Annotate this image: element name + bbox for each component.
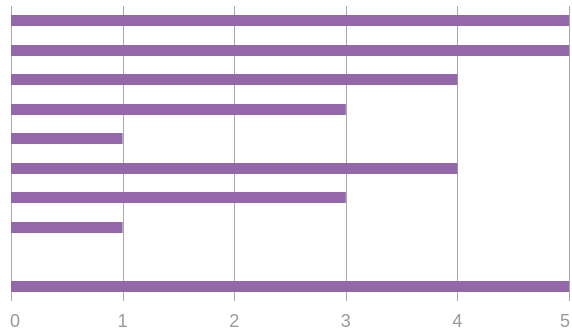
bar-6: [11, 163, 458, 174]
bar-10: [11, 281, 569, 292]
bar-8: [11, 222, 123, 233]
x-tick-label-0: 0: [10, 311, 20, 329]
x-tick-label-1: 1: [118, 311, 128, 329]
x-tick-label-2: 2: [229, 311, 239, 329]
bar-5: [11, 133, 123, 144]
bars: [11, 15, 569, 292]
bar-2: [11, 45, 569, 56]
bar-7: [11, 192, 346, 203]
x-tick-label-4: 4: [452, 311, 462, 329]
bar-3: [11, 74, 458, 85]
x-axis-ticks: 0 1 2 3 4 5: [10, 311, 570, 329]
x-tick-label-5: 5: [560, 311, 570, 329]
bar-1: [11, 15, 569, 26]
x-tick-label-3: 3: [341, 311, 351, 329]
bar-4: [11, 104, 346, 115]
